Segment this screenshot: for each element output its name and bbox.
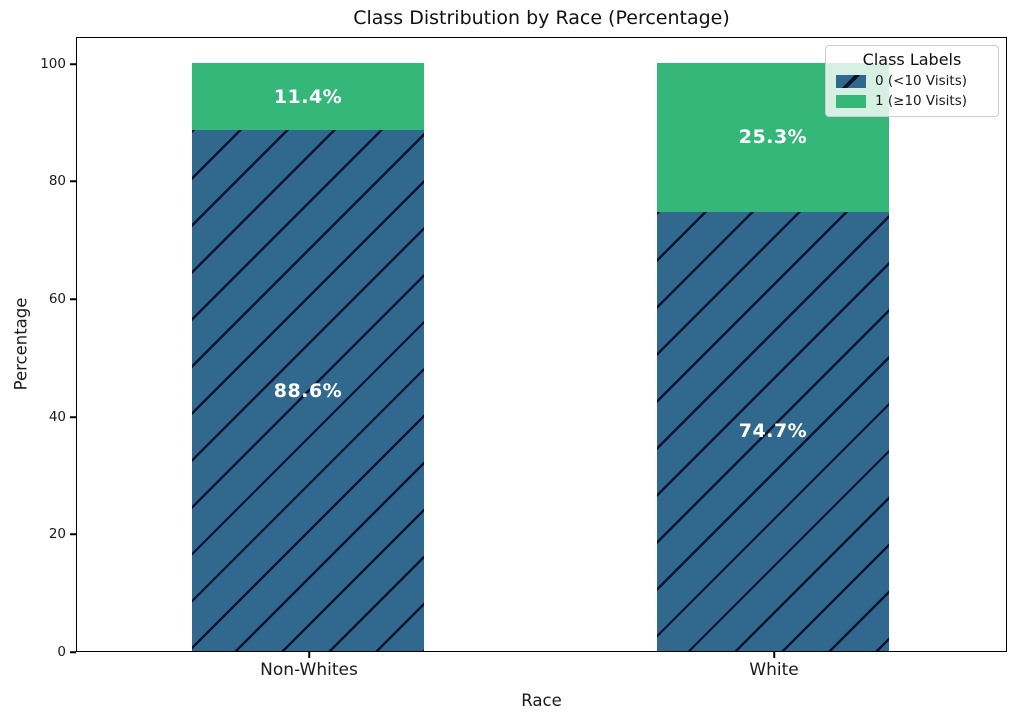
x-tick-mark [773, 652, 775, 658]
legend-swatch-class0-icon [836, 74, 866, 88]
y-tick-mark [70, 651, 76, 653]
bar-segment-class0-non-whites: 88.6% [192, 130, 424, 651]
y-tick-label: 40 [48, 409, 66, 425]
y-tick-mark [70, 63, 76, 65]
y-tick-label: 80 [48, 173, 66, 189]
x-tick-label-non-whites: Non-Whites [260, 660, 358, 680]
bar-white: 74.7% 25.3% [657, 63, 889, 651]
legend: Class Labels 0 (<10 Visits) 1 (≥10 Visit… [825, 45, 999, 117]
y-tick-label: 20 [48, 526, 66, 542]
y-tick-label: 100 [40, 56, 66, 72]
x-tick-label-white: White [749, 660, 799, 680]
bar-value-label: 25.3% [738, 126, 808, 149]
legend-entry-class1: 1 (≥10 Visits) [836, 93, 990, 109]
x-axis-label: Race [521, 691, 562, 710]
legend-entry-class0: 0 (<10 Visits) [836, 73, 990, 89]
bar-non-whites: 88.6% 11.4% [192, 63, 424, 651]
bar-value-label: 74.7% [738, 420, 808, 443]
y-tick-label: 0 [57, 644, 66, 660]
y-tick-mark [70, 416, 76, 418]
plot-area: 88.6% 11.4% 74.7% 25.3% Class Labels 0 (… [76, 37, 1007, 652]
chart-title: Class Distribution by Race (Percentage) [353, 7, 730, 29]
y-tick-label: 60 [48, 291, 66, 307]
bar-value-label: 88.6% [273, 379, 343, 402]
bar-value-label: 11.4% [273, 85, 343, 108]
y-tick-mark [70, 180, 76, 182]
y-axis-label: Percentage [11, 297, 31, 391]
legend-title: Class Labels [862, 50, 962, 69]
legend-label: 1 (≥10 Visits) [875, 93, 967, 109]
x-tick-mark [308, 652, 310, 658]
y-tick-mark [70, 533, 76, 535]
y-tick-mark [70, 298, 76, 300]
legend-label: 0 (<10 Visits) [875, 73, 967, 89]
bar-segment-class0-white: 74.7% [657, 211, 889, 651]
bar-segment-class1-non-whites: 11.4% [192, 63, 424, 130]
legend-swatch-class1-icon [836, 94, 866, 108]
